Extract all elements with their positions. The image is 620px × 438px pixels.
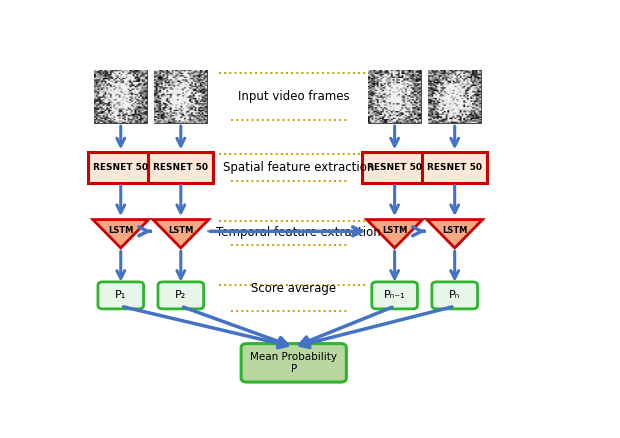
Bar	[368, 70, 421, 123]
FancyBboxPatch shape	[432, 282, 477, 309]
Text: Spatial feature extraction: Spatial feature extraction	[223, 161, 374, 174]
Polygon shape	[367, 219, 422, 248]
Bar	[94, 70, 147, 123]
FancyBboxPatch shape	[148, 152, 213, 183]
FancyBboxPatch shape	[98, 282, 144, 309]
FancyBboxPatch shape	[362, 152, 427, 183]
Text: LSTM: LSTM	[382, 226, 407, 235]
Polygon shape	[427, 219, 482, 248]
Text: LSTM: LSTM	[442, 226, 467, 235]
FancyBboxPatch shape	[372, 282, 417, 309]
Text: Pₙ: Pₙ	[449, 290, 460, 300]
Text: RESNET 50: RESNET 50	[427, 163, 482, 172]
Text: RESNET 50: RESNET 50	[93, 163, 148, 172]
Text: Input video frames: Input video frames	[238, 90, 350, 103]
FancyBboxPatch shape	[88, 152, 153, 183]
Text: Mean Probability
P: Mean Probability P	[250, 352, 337, 374]
Text: RESNET 50: RESNET 50	[367, 163, 422, 172]
Text: LSTM: LSTM	[108, 226, 133, 235]
FancyBboxPatch shape	[158, 282, 203, 309]
Bar	[154, 70, 207, 123]
Text: Score average: Score average	[251, 282, 336, 295]
Text: Temporal feature extraction: Temporal feature extraction	[216, 226, 381, 240]
Text: P₁: P₁	[115, 290, 126, 300]
FancyBboxPatch shape	[241, 344, 347, 382]
Text: RESNET 50: RESNET 50	[153, 163, 208, 172]
Bar	[428, 70, 481, 123]
Text: P₂: P₂	[175, 290, 187, 300]
Polygon shape	[93, 219, 149, 248]
Text: Pₙ₋₁: Pₙ₋₁	[384, 290, 405, 300]
Text: LSTM: LSTM	[168, 226, 193, 235]
FancyBboxPatch shape	[422, 152, 487, 183]
Polygon shape	[153, 219, 209, 248]
